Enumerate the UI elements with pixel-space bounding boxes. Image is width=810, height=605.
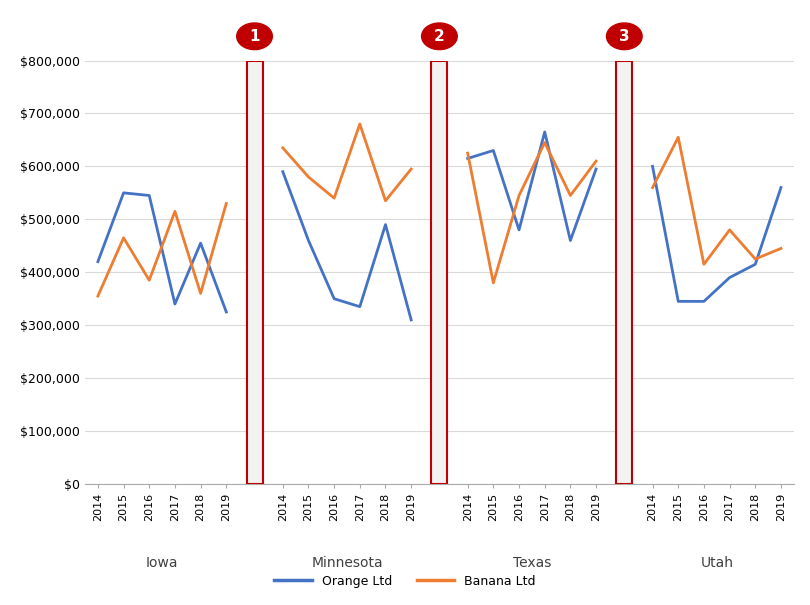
Text: 2: 2 bbox=[434, 29, 445, 44]
Bar bbox=[246, 60, 262, 484]
Legend: Orange Ltd, Banana Ltd: Orange Ltd, Banana Ltd bbox=[269, 570, 541, 593]
Text: 1: 1 bbox=[249, 29, 260, 44]
Text: Utah: Utah bbox=[701, 556, 733, 571]
Text: 3: 3 bbox=[619, 29, 629, 44]
Bar bbox=[432, 60, 447, 484]
Text: Minnesota: Minnesota bbox=[311, 556, 383, 571]
Text: Texas: Texas bbox=[513, 556, 551, 571]
Bar bbox=[616, 60, 633, 484]
Text: Iowa: Iowa bbox=[146, 556, 178, 571]
